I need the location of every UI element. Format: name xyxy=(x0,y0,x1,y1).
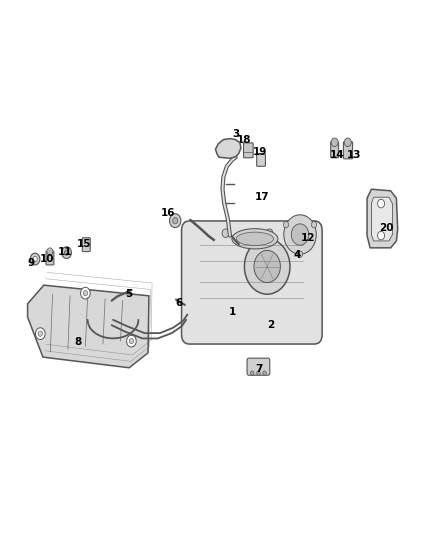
Circle shape xyxy=(47,248,53,255)
Text: 9: 9 xyxy=(28,258,35,268)
Text: 15: 15 xyxy=(77,239,92,249)
Text: 12: 12 xyxy=(300,233,315,243)
Text: 1: 1 xyxy=(229,307,236,317)
Text: 4: 4 xyxy=(293,250,300,260)
Polygon shape xyxy=(371,197,392,241)
Circle shape xyxy=(344,138,351,147)
Circle shape xyxy=(311,222,317,228)
Circle shape xyxy=(244,239,290,294)
Circle shape xyxy=(378,199,385,208)
FancyBboxPatch shape xyxy=(181,221,322,344)
Circle shape xyxy=(257,371,260,375)
Polygon shape xyxy=(28,285,149,368)
FancyBboxPatch shape xyxy=(257,154,265,166)
Circle shape xyxy=(222,229,229,238)
Text: 19: 19 xyxy=(253,147,267,157)
Circle shape xyxy=(378,231,385,240)
Text: 8: 8 xyxy=(74,337,81,347)
Circle shape xyxy=(263,371,266,375)
FancyBboxPatch shape xyxy=(343,142,353,159)
Text: 5: 5 xyxy=(126,289,133,299)
Circle shape xyxy=(33,256,37,262)
Circle shape xyxy=(38,331,42,336)
Circle shape xyxy=(173,217,178,224)
Circle shape xyxy=(254,251,280,282)
Text: 16: 16 xyxy=(160,208,175,218)
Text: 14: 14 xyxy=(330,150,345,159)
Text: 11: 11 xyxy=(57,247,72,257)
Circle shape xyxy=(64,250,69,255)
Text: 3: 3 xyxy=(232,130,239,139)
Text: 17: 17 xyxy=(254,192,269,202)
Polygon shape xyxy=(367,189,398,248)
Circle shape xyxy=(284,215,316,254)
Polygon shape xyxy=(215,139,241,158)
FancyBboxPatch shape xyxy=(247,358,270,375)
Circle shape xyxy=(81,287,90,299)
Text: 10: 10 xyxy=(40,254,55,264)
Circle shape xyxy=(129,338,134,344)
Circle shape xyxy=(127,335,136,347)
Circle shape xyxy=(291,224,309,245)
FancyBboxPatch shape xyxy=(331,142,339,158)
Text: 2: 2 xyxy=(267,320,274,330)
Text: 18: 18 xyxy=(237,135,252,144)
Circle shape xyxy=(283,222,289,228)
Circle shape xyxy=(30,253,40,265)
Circle shape xyxy=(266,229,273,238)
Circle shape xyxy=(251,371,254,375)
FancyBboxPatch shape xyxy=(46,251,54,265)
Circle shape xyxy=(170,214,181,228)
Circle shape xyxy=(297,251,303,257)
Text: 7: 7 xyxy=(255,364,262,374)
Circle shape xyxy=(292,229,299,238)
Circle shape xyxy=(331,138,338,147)
Circle shape xyxy=(35,328,45,340)
Text: 6: 6 xyxy=(175,298,182,308)
Text: 13: 13 xyxy=(346,150,361,159)
Circle shape xyxy=(62,247,71,259)
Ellipse shape xyxy=(232,229,278,249)
Text: 20: 20 xyxy=(379,223,394,233)
Ellipse shape xyxy=(236,232,273,245)
FancyBboxPatch shape xyxy=(82,238,90,252)
FancyBboxPatch shape xyxy=(244,143,253,158)
Circle shape xyxy=(83,290,88,296)
